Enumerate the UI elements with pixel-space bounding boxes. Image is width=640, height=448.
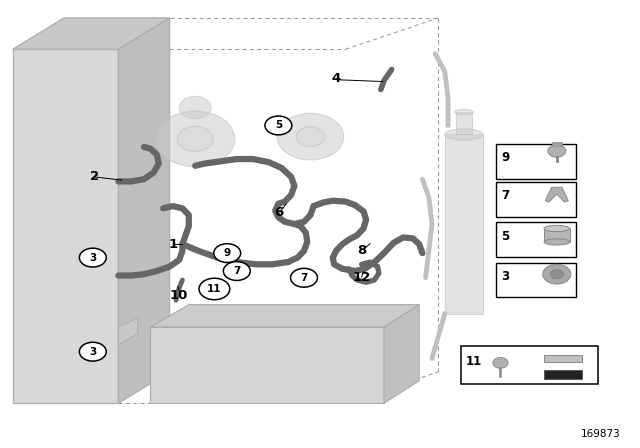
Circle shape bbox=[548, 145, 566, 157]
Polygon shape bbox=[118, 318, 138, 345]
Text: 4: 4 bbox=[332, 72, 340, 85]
Circle shape bbox=[79, 342, 106, 361]
Text: 8: 8 bbox=[357, 244, 366, 258]
Text: 12: 12 bbox=[353, 271, 371, 284]
Text: 2: 2 bbox=[90, 170, 99, 184]
Text: 11: 11 bbox=[207, 284, 221, 294]
Circle shape bbox=[543, 264, 571, 284]
Polygon shape bbox=[544, 355, 582, 362]
Polygon shape bbox=[456, 112, 472, 134]
Bar bbox=[496, 144, 576, 178]
Ellipse shape bbox=[445, 129, 483, 140]
Text: 3: 3 bbox=[501, 270, 509, 283]
Polygon shape bbox=[445, 134, 483, 314]
Text: 11: 11 bbox=[466, 355, 482, 368]
Text: 10: 10 bbox=[170, 289, 188, 302]
Circle shape bbox=[179, 96, 211, 119]
Bar bbox=[496, 182, 576, 216]
Bar bbox=[552, 142, 562, 146]
Text: 7: 7 bbox=[300, 273, 308, 283]
Text: 9: 9 bbox=[223, 248, 231, 258]
Text: 9: 9 bbox=[501, 151, 509, 164]
Bar bbox=[461, 346, 598, 384]
Circle shape bbox=[79, 248, 106, 267]
Polygon shape bbox=[150, 305, 419, 327]
Circle shape bbox=[265, 116, 292, 135]
Text: 6: 6 bbox=[274, 206, 283, 220]
Text: 5: 5 bbox=[275, 121, 282, 130]
Circle shape bbox=[291, 268, 317, 287]
Circle shape bbox=[177, 126, 213, 151]
Polygon shape bbox=[150, 327, 384, 403]
Text: 5: 5 bbox=[501, 229, 509, 243]
Polygon shape bbox=[13, 49, 118, 403]
Polygon shape bbox=[544, 370, 582, 379]
Circle shape bbox=[214, 244, 241, 263]
Circle shape bbox=[223, 262, 250, 280]
Circle shape bbox=[550, 270, 563, 279]
Circle shape bbox=[277, 113, 344, 160]
Circle shape bbox=[493, 358, 508, 368]
Circle shape bbox=[156, 111, 235, 167]
Bar bbox=[496, 222, 576, 257]
Circle shape bbox=[296, 127, 324, 146]
Bar bbox=[544, 228, 570, 242]
Ellipse shape bbox=[544, 239, 570, 245]
Ellipse shape bbox=[454, 109, 474, 115]
Ellipse shape bbox=[544, 225, 570, 232]
Polygon shape bbox=[545, 187, 568, 202]
Polygon shape bbox=[384, 305, 419, 403]
Text: 3: 3 bbox=[89, 253, 97, 263]
Circle shape bbox=[199, 278, 230, 300]
Text: 3: 3 bbox=[89, 347, 97, 357]
Text: 7: 7 bbox=[233, 266, 241, 276]
Polygon shape bbox=[118, 18, 170, 403]
Text: 169873: 169873 bbox=[581, 429, 621, 439]
Text: 1: 1 bbox=[168, 237, 177, 251]
Bar bbox=[496, 263, 576, 297]
Text: 7: 7 bbox=[501, 189, 509, 202]
Polygon shape bbox=[13, 18, 170, 49]
